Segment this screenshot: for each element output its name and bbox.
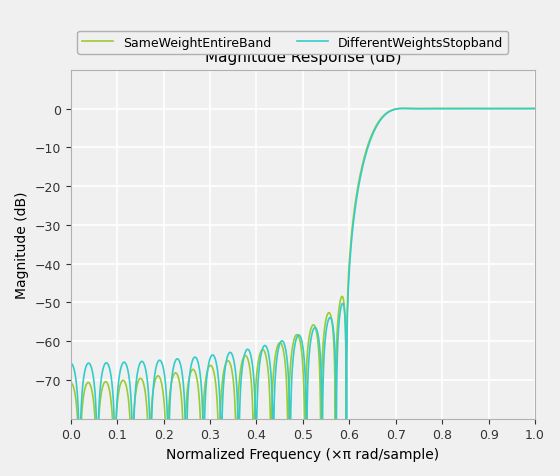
Line: DifferentWeightsStopband: DifferentWeightsStopband: [71, 109, 535, 438]
DifferentWeightsStopband: [207, 356, 213, 362]
Line: SameWeightEntireBand: SameWeightEntireBand: [71, 109, 535, 438]
DifferentWeightsStopband: [257, 357, 264, 363]
SameWeightEntireBand: [314, 337, 321, 343]
SameWeightEntireBand: [400, 106, 407, 112]
SameWeightEntireBand: [207, 363, 213, 368]
SameWeightEntireBand: [464, 107, 471, 112]
SameWeightEntireBand: [75, 436, 82, 441]
SameWeightEntireBand: [403, 106, 409, 112]
Legend: SameWeightEntireBand, DifferentWeightsStopband: SameWeightEntireBand, DifferentWeightsSt…: [77, 31, 508, 55]
SameWeightEntireBand: [257, 351, 264, 357]
SameWeightEntireBand: [531, 107, 538, 112]
DifferentWeightsStopband: [531, 107, 538, 112]
DifferentWeightsStopband: [67, 361, 74, 367]
DifferentWeightsStopband: [400, 106, 407, 112]
SameWeightEntireBand: [67, 380, 74, 386]
Title: Magnitude Response (dB): Magnitude Response (dB): [204, 50, 401, 65]
DifferentWeightsStopband: [464, 107, 471, 112]
DifferentWeightsStopband: [314, 330, 321, 336]
DifferentWeightsStopband: [76, 436, 82, 441]
DifferentWeightsStopband: [403, 106, 409, 112]
DifferentWeightsStopband: [261, 343, 268, 349]
X-axis label: Normalized Frequency (×π rad/sample): Normalized Frequency (×π rad/sample): [166, 447, 440, 461]
SameWeightEntireBand: [261, 348, 268, 354]
Y-axis label: Magnitude (dB): Magnitude (dB): [15, 191, 29, 298]
